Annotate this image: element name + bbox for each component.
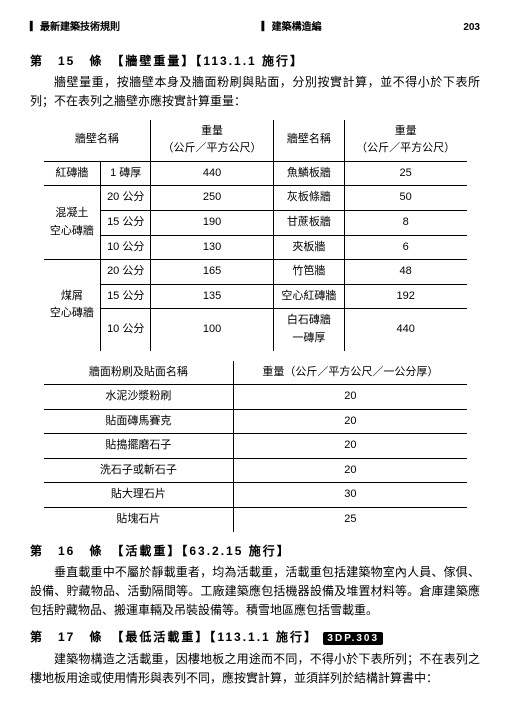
page-number: 203 [463,20,480,36]
t1-h4: 重量 （公斤／平方公尺） [344,120,466,162]
table-row: 洗石子或斬石子20 [44,458,467,483]
header-left: 最新建築技術規則 [30,20,120,36]
table-row: 貼面磚馬賽克20 [44,409,467,434]
table-row: 混凝土 空心磚牆 20 公分 250 灰板條牆 50 [44,186,467,211]
table-row: 10 公分 130 夾板牆 6 [44,235,467,260]
article-17-head-text: 第 17 條 【最低活載重】【113.1.1 施行】 [30,630,318,644]
t2-h2: 重量（公斤／平方公尺／一公分厚） [234,361,467,385]
article-17-head: 第 17 條 【最低活載重】【113.1.1 施行】 3DP.303 [30,628,480,647]
table-row: 貼塊石片25 [44,508,467,532]
article-15-head: 第 15 條 【牆壁重量】【113.1.1 施行】 [30,52,480,71]
t2-h1: 牆面粉刷及貼面名稱 [44,361,234,385]
finish-weight-table: 牆面粉刷及貼面名稱 重量（公斤／平方公尺／一公分厚） 水泥沙漿粉刷20 貼面磚馬… [44,361,467,532]
table-row: 15 公分 135 空心紅磚牆 192 [44,284,467,309]
reference-badge: 3DP.303 [323,632,383,645]
table-row: 10 公分 100 白石磚牆 一磚厚 440 [44,309,467,351]
page-header: 最新建築技術規則 建築構造編 203 [30,20,480,38]
t1-h3: 牆壁名稱 [273,120,344,162]
t1-h2: 重量 （公斤／平方公尺） [151,120,274,162]
article-16-head: 第 16 條 【活載重】【63.2.15 施行】 [30,542,480,561]
table-row: 煤屑 空心磚牆 20 公分 165 竹笆牆 48 [44,260,467,285]
header-mid: 建築構造編 [262,20,322,36]
wall-weight-table: 牆壁名稱 重量 （公斤／平方公尺） 牆壁名稱 重量 （公斤／平方公尺） 紅磚牆 … [44,120,467,351]
table-row: 貼搗擺磨石子20 [44,434,467,459]
t1-h1: 牆壁名稱 [44,120,151,162]
article-17-body: 建築物構造之活載重，因樓地板之用途而不同，不得小於下表所列；不在表列之樓地板用途… [30,650,480,688]
table-row: 15 公分 190 甘蔗板牆 8 [44,210,467,235]
table-row: 貼大理石片30 [44,483,467,508]
table-row: 水泥沙漿粉刷20 [44,385,467,410]
table-row: 紅磚牆 1 磚厚 440 魚鱗板牆 25 [44,161,467,186]
article-16-body: 垂直載重中不屬於靜載重者，均為活載重，活載重包括建築物室內人員、傢俱、設備、貯藏… [30,563,480,621]
article-15-body: 牆壁量重，按牆壁本身及牆面粉刷與貼面，分別按實計算，並不得小於下表所列；不在表列… [30,73,480,111]
